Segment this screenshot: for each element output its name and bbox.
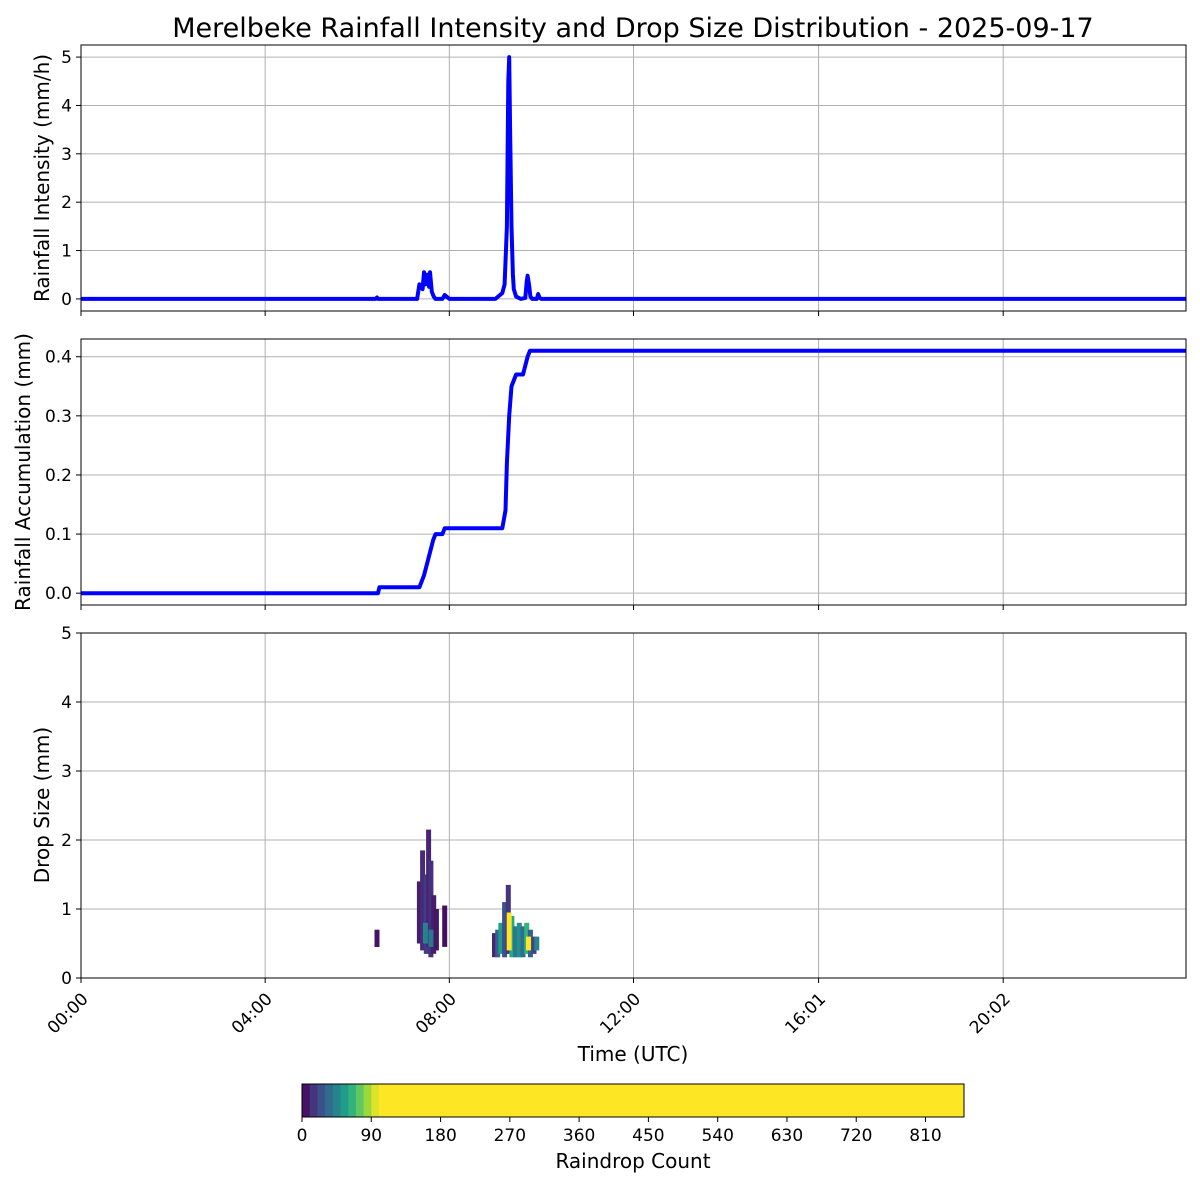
- colorbar-tick-label: 450: [632, 1126, 664, 1146]
- y-tick-label: 0.4: [45, 348, 72, 368]
- colorbar-tick-label: 0: [297, 1126, 308, 1146]
- drop-size-cell: [422, 922, 428, 944]
- drop-size-cell: [509, 915, 515, 958]
- colorbar-tick-label: 540: [701, 1126, 733, 1146]
- y-tick-label: 0.1: [45, 525, 72, 545]
- x-tick-label: 20:02: [966, 989, 1015, 1038]
- colorbar-tick-label: 270: [494, 1126, 526, 1146]
- accumulation-axes-frame: [80, 338, 1187, 606]
- colorbar-tick-label: 360: [563, 1126, 595, 1146]
- accumulation-y-ticks: 0.0 0.1 0.2 0.3 0.4: [45, 348, 81, 604]
- x-tick-label: 08:00: [412, 989, 461, 1038]
- accumulation-panel: 0.0 0.1 0.2 0.3 0.4 Rainfall Accumulation (m…: [11, 333, 1187, 611]
- colorbar-level: [355, 1084, 365, 1117]
- y-tick-label: 4: [61, 96, 72, 116]
- x-tick-label: 04:00: [228, 989, 277, 1038]
- y-tick-label: 0: [61, 969, 72, 989]
- colorbar-level: [325, 1084, 334, 1117]
- chart-title: Merelbeke Rainfall Intensity and Drop Si…: [172, 13, 1093, 44]
- colorbar-level: [363, 1084, 372, 1117]
- drop-size-cell: [428, 929, 434, 947]
- colorbar-level: [332, 1084, 341, 1117]
- drop-size-axes-frame: [80, 632, 1187, 979]
- colorbar-tick-label: 630: [771, 1126, 803, 1146]
- drop-size-panel: 0 1 2 3 4 5 00:00 04:00 08:00 12:00 16:01 20:02 Dr…: [30, 624, 1187, 1066]
- y-tick-label: 5: [61, 48, 72, 68]
- y-tick-label: 1: [61, 242, 72, 262]
- y-tick-label: 4: [61, 693, 72, 713]
- drop-size-cell: [531, 936, 537, 954]
- drop-size-cell: [428, 860, 434, 958]
- drop-size-cell: [420, 850, 426, 951]
- drop-size-y-axis-label: Drop Size (mm): [30, 727, 54, 883]
- drop-size-cell: [520, 926, 526, 958]
- accumulation-grid: [80, 339, 1186, 605]
- drop-size-cell: [506, 912, 512, 951]
- drop-size-cell: [431, 895, 437, 954]
- y-tick-label: 5: [61, 624, 72, 644]
- intensity-series-line: [81, 55, 1186, 301]
- accumulation-series-line: [81, 348, 1186, 596]
- accumulation-y-axis-label: Rainfall Accumulation (mm): [11, 333, 35, 611]
- x-tick-label: 16:01: [781, 989, 830, 1038]
- drop-size-y-ticks: 0 1 2 3 4 5: [61, 624, 81, 989]
- colorbar-frame: [301, 1083, 965, 1118]
- y-tick-label: 2: [61, 831, 72, 851]
- colorbar-tick-label: 810: [909, 1126, 941, 1146]
- colorbar-level: [348, 1084, 357, 1117]
- colorbar-tick-label: 720: [840, 1126, 872, 1146]
- colorbar-level: [302, 1084, 311, 1117]
- x-tick-label: 00:00: [44, 989, 93, 1038]
- drop-size-grid: [80, 632, 1186, 979]
- y-tick-label: 2: [61, 193, 72, 213]
- drop-size-cell: [492, 933, 497, 958]
- colorbar-saturated: [379, 1084, 964, 1117]
- intensity-x-ticks: [80, 311, 1004, 316]
- colorbar-level: [317, 1084, 326, 1117]
- drop-size-cell: [495, 929, 501, 958]
- colorbar-label: Raindrop Count: [555, 1149, 710, 1173]
- colorbar-tick-label: 180: [424, 1126, 456, 1146]
- drop-size-cells: [374, 829, 540, 958]
- colorbar-gradient: [302, 1084, 964, 1117]
- drop-size-x-axis-label: Time (UTC): [577, 1042, 689, 1066]
- drop-size-cell: [498, 922, 504, 954]
- intensity-grid: [80, 45, 1186, 311]
- x-tick-label: 12:00: [596, 989, 645, 1038]
- drop-size-x-ticks: 00:00 04:00 08:00 12:00 16:01 20:02: [44, 978, 1015, 1038]
- drop-size-cell: [416, 881, 422, 944]
- drop-size-cell: [534, 936, 540, 951]
- intensity-axes-frame: [80, 44, 1187, 312]
- colorbar-level: [371, 1084, 380, 1117]
- colorbar-level: [309, 1084, 318, 1117]
- intensity-y-axis-label: Rainfall Intensity (mm/h): [30, 54, 54, 302]
- intensity-y-ticks: 0 1 2 3 4 5: [61, 48, 81, 310]
- drop-size-cell: [433, 909, 439, 951]
- y-tick-label: 1: [61, 900, 72, 920]
- colorbar: 0 90 180 270 360 450 540 630 720 810 Raindrop Cou…: [297, 1083, 965, 1173]
- accumulation-x-ticks: [80, 605, 1004, 610]
- drop-size-cell: [374, 929, 380, 947]
- drop-size-cell: [442, 905, 448, 947]
- y-tick-label: 3: [61, 145, 72, 165]
- colorbar-level: [340, 1084, 349, 1117]
- y-tick-label: 0: [61, 290, 72, 310]
- drop-size-cell: [513, 926, 519, 958]
- drop-size-cell: [502, 902, 508, 958]
- intensity-panel: 0 1 2 3 4 5 Rainfall Intensity (mm/h): [30, 44, 1187, 316]
- y-tick-label: 3: [61, 762, 72, 782]
- y-tick-label: 0.3: [45, 407, 72, 427]
- drop-size-cell: [526, 936, 531, 951]
- drop-size-cell: [516, 922, 522, 958]
- colorbar-tick-label: 90: [360, 1126, 382, 1146]
- y-tick-label: 0.0: [45, 584, 72, 604]
- colorbar-ticks: 0 90 180 270 360 450 540 630 720 810: [297, 1117, 942, 1146]
- y-tick-label: 0.2: [45, 466, 72, 486]
